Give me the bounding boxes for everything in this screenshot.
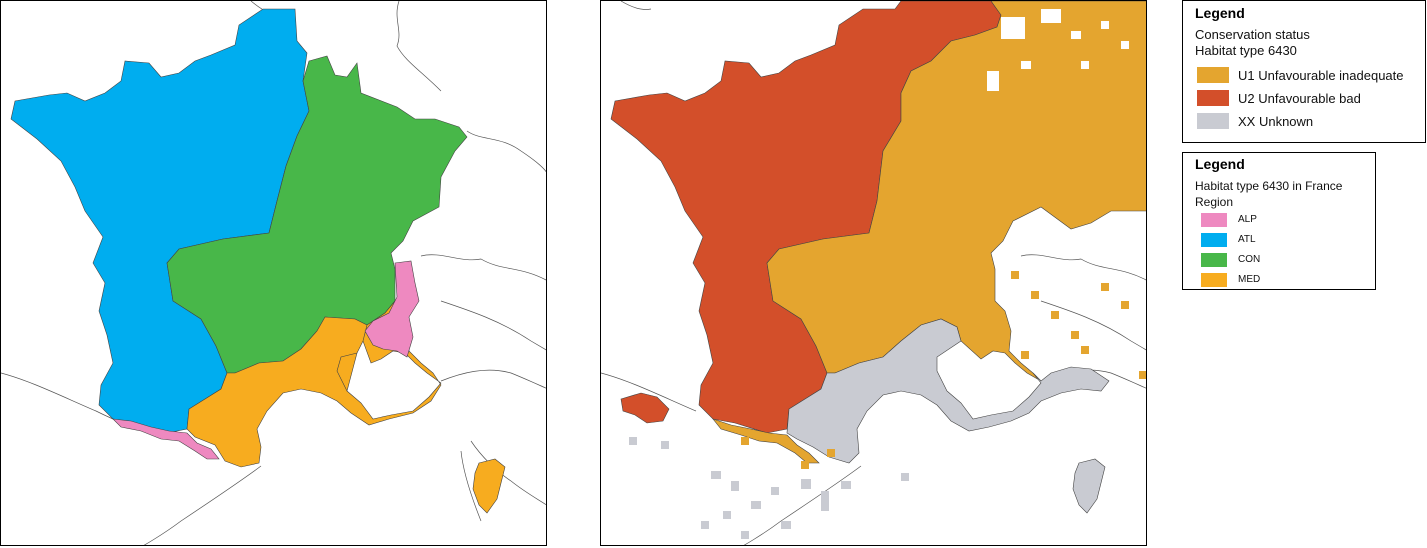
atl-label: ATL xyxy=(1238,234,1256,245)
alp-region xyxy=(364,260,420,358)
xx-swatch xyxy=(1197,113,1229,129)
legend-region-label: Region xyxy=(1195,195,1234,209)
xx-corsica-area xyxy=(1072,458,1106,514)
country-borders xyxy=(1,1,546,545)
u2-label: U2 Unfavourable bad xyxy=(1238,91,1361,106)
u2-spain-patch xyxy=(620,392,670,424)
white-gaps xyxy=(987,9,1129,91)
con-swatch xyxy=(1201,253,1227,267)
region-map-canvas xyxy=(1,1,546,545)
xx-area xyxy=(786,318,1110,464)
region-map[interactable] xyxy=(0,0,547,546)
legend-subtitle: Conservation status xyxy=(1195,27,1310,42)
med-swatch xyxy=(1201,273,1227,287)
u1-label: U1 Unfavourable inadequate xyxy=(1238,68,1404,83)
atl-swatch xyxy=(1201,233,1227,247)
u2-swatch xyxy=(1197,90,1229,106)
region-legend: Legend Habitat type 6430 in France Regio… xyxy=(1182,152,1376,290)
alp-swatch xyxy=(1201,213,1227,227)
alp-pyrenees-region xyxy=(112,418,220,460)
con-label: CON xyxy=(1238,254,1261,265)
legend-subtitle: Habitat type 6430 in France xyxy=(1195,179,1343,193)
legend-habitat-label: Habitat type 6430 xyxy=(1195,43,1297,58)
conservation-status-legend: Legend Conservation status Habitat type … xyxy=(1182,0,1426,143)
xx-label: XX Unknown xyxy=(1238,114,1314,129)
legend-title: Legend xyxy=(1195,156,1245,172)
u1-swatch xyxy=(1197,67,1229,83)
status-map-canvas xyxy=(601,1,1146,545)
med-label: MED xyxy=(1238,274,1261,285)
med-corsica-region xyxy=(472,458,506,514)
u1-scattered-cells xyxy=(741,271,1146,469)
xx-scattered-cells xyxy=(629,437,909,539)
legend-title: Legend xyxy=(1195,5,1245,21)
alp-label: ALP xyxy=(1238,214,1257,225)
status-map[interactable] xyxy=(600,0,1147,546)
